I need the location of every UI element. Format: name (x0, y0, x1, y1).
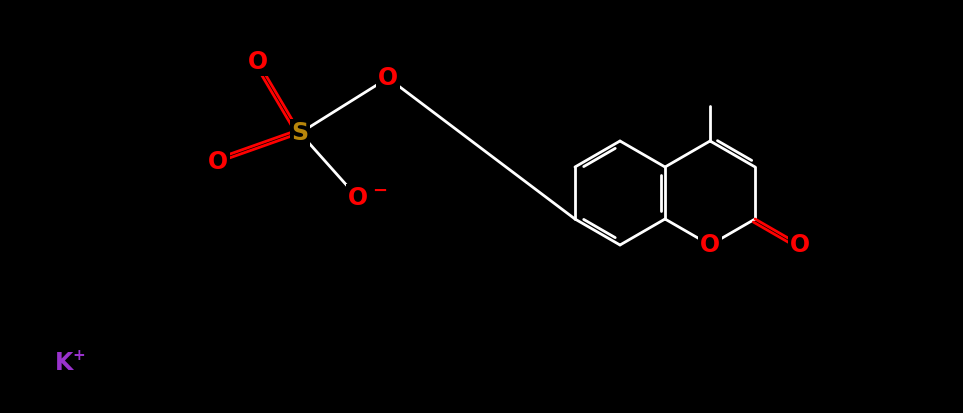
Text: O: O (790, 233, 810, 257)
Text: +: + (72, 347, 85, 363)
Text: O: O (208, 150, 228, 174)
Text: K: K (55, 351, 73, 375)
Text: O: O (377, 66, 398, 90)
Text: O: O (247, 50, 268, 74)
Text: O: O (348, 186, 368, 210)
Text: O: O (700, 233, 720, 257)
Text: −: − (372, 182, 387, 200)
Text: S: S (292, 121, 308, 145)
